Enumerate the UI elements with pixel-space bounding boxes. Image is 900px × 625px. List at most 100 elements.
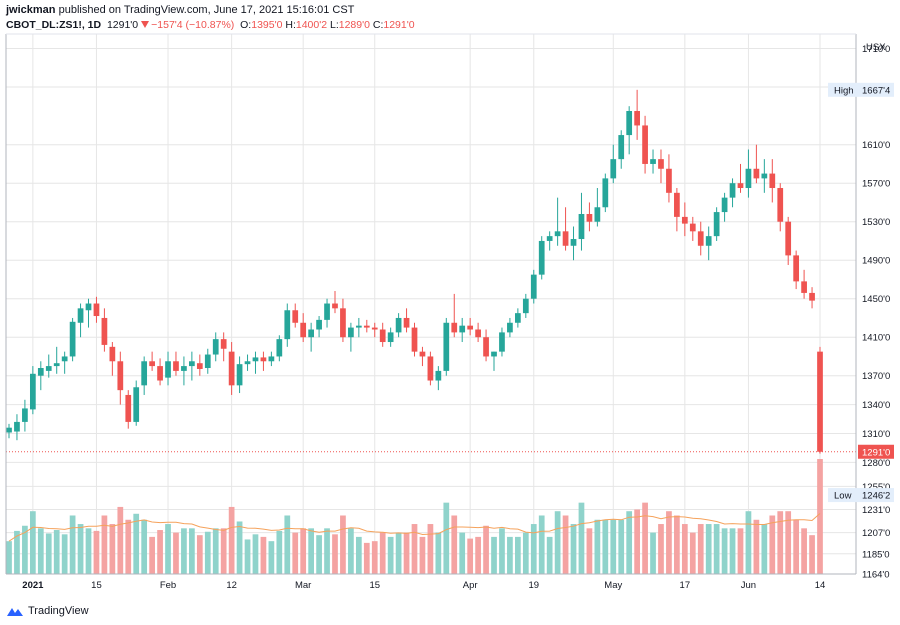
currency-label[interactable]: USX bbox=[866, 42, 886, 53]
candle-body bbox=[6, 427, 12, 433]
candle-body bbox=[244, 361, 251, 365]
high-label-bg bbox=[828, 82, 858, 97]
volume-bar bbox=[554, 511, 561, 574]
volume-bar bbox=[427, 524, 434, 574]
candle-body bbox=[507, 322, 513, 333]
x-tick-label: 15 bbox=[369, 580, 380, 591]
volume-bar bbox=[93, 530, 100, 574]
volume-bar bbox=[586, 528, 593, 574]
high-value: 1667'4 bbox=[862, 85, 890, 96]
candle-body bbox=[785, 221, 792, 256]
volume-bar bbox=[109, 524, 116, 574]
symbol-line: CBOT_DL:ZS1!, 1D 1291'0 −157'4 (−10.87%) … bbox=[6, 18, 886, 32]
candle-body bbox=[491, 351, 497, 357]
low-value: 1246'2 bbox=[862, 491, 890, 502]
candle-body bbox=[634, 111, 640, 126]
candle-body bbox=[427, 356, 434, 381]
candle-body bbox=[817, 351, 823, 452]
candle-body bbox=[658, 159, 664, 169]
volume-bar bbox=[149, 536, 155, 574]
volume-bar bbox=[562, 515, 569, 574]
candle-body bbox=[578, 214, 585, 240]
volume-bar bbox=[101, 515, 108, 574]
candle-body bbox=[459, 325, 466, 333]
low-value-bg bbox=[858, 488, 894, 503]
y-tick-label: 1310'0 bbox=[862, 429, 890, 440]
volume-bar bbox=[674, 515, 680, 574]
volume-bar bbox=[753, 519, 760, 574]
candle-body bbox=[117, 361, 124, 391]
volume-bar bbox=[292, 532, 299, 574]
volume-bar bbox=[371, 541, 378, 574]
volume-bar bbox=[435, 532, 442, 574]
volume-bar bbox=[348, 528, 354, 574]
y-tick-label: 1530'0 bbox=[862, 217, 890, 228]
candle-body bbox=[371, 327, 378, 330]
y-tick-label: 1207'0 bbox=[862, 528, 890, 539]
candle-body bbox=[737, 183, 744, 189]
candle-body bbox=[316, 319, 322, 330]
y-tick-label: 1450'0 bbox=[862, 294, 890, 305]
volume-bar bbox=[189, 528, 195, 574]
candle-body bbox=[77, 308, 84, 323]
y-tick-label: 1490'0 bbox=[862, 256, 890, 267]
volume-bar bbox=[244, 539, 251, 574]
volume-bar bbox=[403, 532, 410, 574]
candle-body bbox=[689, 223, 696, 232]
footer: TradingView bbox=[6, 602, 89, 620]
candle-body bbox=[308, 329, 314, 338]
volume-bar bbox=[260, 536, 267, 574]
y-tick-label: 1164'0 bbox=[862, 570, 890, 581]
volume-bar bbox=[236, 521, 243, 574]
volume-bar bbox=[419, 536, 426, 574]
candle-body bbox=[260, 357, 267, 362]
candle-body bbox=[355, 325, 362, 328]
volume-bar bbox=[578, 502, 585, 574]
volume-bar bbox=[499, 528, 505, 574]
grid bbox=[6, 34, 856, 575]
volume-bar bbox=[745, 511, 752, 574]
candle-body bbox=[69, 321, 76, 357]
author-name[interactable]: jwickman bbox=[6, 4, 56, 16]
price-labels: High 1667'4 Low 1246'2 1291'0 bbox=[828, 82, 894, 503]
low-value: 1289'0 bbox=[338, 19, 370, 31]
candle-body bbox=[745, 168, 752, 189]
candle-body bbox=[204, 354, 211, 369]
candle-body bbox=[801, 281, 807, 293]
tradingview-brand[interactable]: TradingView bbox=[28, 605, 89, 617]
candle-body bbox=[562, 231, 569, 246]
candle-body bbox=[37, 368, 44, 376]
volume-bar bbox=[22, 525, 28, 574]
volume-bar bbox=[252, 534, 259, 574]
volume-bar bbox=[681, 524, 688, 574]
y-tick-label: 1280'0 bbox=[862, 458, 890, 469]
y-tick-label: 1185'0 bbox=[862, 549, 890, 560]
volume-bar bbox=[85, 528, 92, 574]
time-axis[interactable]: 2021 15 Feb 12 Mar 15 Apr 19 May 17 Jun 14 bbox=[22, 580, 825, 591]
open-value: 1395'0 bbox=[251, 19, 283, 31]
volume-bar bbox=[69, 515, 76, 574]
volume-bar bbox=[411, 524, 418, 574]
volume-bar bbox=[602, 519, 609, 574]
symbol-label[interactable]: CBOT_DL:ZS1!, 1D bbox=[6, 19, 102, 31]
volume-bar bbox=[777, 511, 784, 574]
candle-body bbox=[85, 303, 92, 311]
candle-body bbox=[705, 236, 712, 246]
volume-bar bbox=[721, 528, 728, 574]
volume-bar bbox=[467, 538, 474, 574]
price-chart[interactable]: 1710'01670'01610'01570'01530'01490'01450… bbox=[0, 0, 900, 600]
open-label: O: bbox=[240, 19, 252, 31]
candle-body bbox=[387, 332, 394, 343]
candle-body bbox=[133, 387, 140, 422]
candle-body bbox=[157, 366, 163, 381]
candle-body bbox=[276, 339, 283, 357]
volume-bar bbox=[515, 536, 521, 574]
last-price: 1291'0 bbox=[106, 19, 139, 31]
published-text: published on TradingView.com, June 17, 2… bbox=[58, 4, 355, 16]
volume-bar bbox=[483, 525, 489, 574]
candle-body bbox=[713, 212, 720, 237]
volume-bar bbox=[801, 528, 807, 574]
candle-body bbox=[642, 125, 648, 164]
volume-bar bbox=[522, 532, 529, 574]
candle-body bbox=[674, 192, 680, 217]
